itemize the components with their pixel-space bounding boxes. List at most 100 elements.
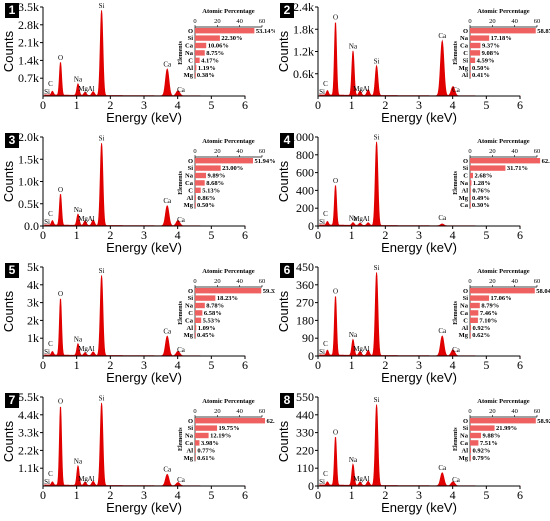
inset-category-label: Al	[462, 72, 469, 79]
x-tick-label: 0	[315, 228, 321, 242]
peak-label: Mg	[353, 215, 363, 223]
inset-category-label: Si	[463, 165, 469, 172]
peak-label: Na	[74, 335, 83, 343]
peak-label: Ca	[438, 214, 447, 222]
x-tick-label: 4	[450, 488, 456, 502]
inset-x-tick-label: 40	[236, 18, 243, 25]
inset-value-label: 0.30%	[472, 202, 490, 209]
inset-value-label: 7.51%	[480, 440, 498, 447]
inset-bar	[470, 332, 471, 338]
inset-bar	[195, 447, 196, 453]
inset-x-tick-label: 20	[214, 18, 221, 25]
inset-value-label: 8.78%	[206, 303, 224, 310]
inset-x-tick-label: 40	[511, 148, 518, 155]
inset-y-axis-label: Elements	[178, 170, 184, 194]
eds-panel-8: 8 0 1 2 3 4 5 6 0 110 220 330 440 550 Energy (keV) Coun…	[275, 390, 550, 520]
inset-value-label: 9.08%	[482, 50, 500, 57]
inset-value-label: 0.92%	[473, 447, 491, 454]
inset-value-label: 7.46%	[480, 310, 498, 317]
inset-x-tick-label: 0	[193, 148, 196, 155]
x-tick-label: 0	[40, 358, 46, 372]
x-tick-label: 5	[483, 488, 489, 502]
peak-label: Mg	[78, 215, 88, 223]
inset-bar	[195, 425, 218, 431]
inset-bar	[470, 295, 490, 301]
inset-category-label: Si	[188, 425, 194, 432]
y-tick-label: 550	[296, 390, 314, 404]
inset-value-label: 8.79%	[481, 303, 499, 310]
peak-label: Al	[363, 345, 370, 353]
inset-bar	[470, 440, 479, 446]
peak-label: Mg	[78, 475, 88, 483]
inset-bar	[470, 65, 471, 71]
inset-bar	[470, 425, 495, 431]
peak-label: Ca	[163, 327, 172, 335]
peak-label: O	[58, 290, 63, 298]
peak-label: O	[333, 428, 338, 436]
inset-x-tick-label: 20	[214, 408, 221, 415]
inset-value-label: 5.13%	[202, 187, 220, 194]
x-axis-label: Energy (keV)	[381, 370, 457, 385]
x-tick-label: 6	[517, 358, 523, 372]
inset-bar	[470, 158, 541, 164]
inset-category-label: Mg	[184, 72, 194, 79]
y-tick-label: 1.8k	[293, 22, 314, 36]
inset-bar	[470, 28, 536, 34]
x-tick-label: 4	[175, 358, 181, 372]
inset-x-tick-label: 60	[259, 408, 266, 415]
y-tick-label: 1.2k	[293, 45, 314, 59]
inset-category-label: Si	[188, 35, 194, 42]
inset-bar	[470, 35, 490, 41]
inset-bar	[470, 317, 478, 323]
inset-value-label: 8.68%	[206, 180, 224, 187]
inset-category-label: Al	[187, 65, 194, 72]
y-tick-label: 440	[296, 408, 314, 422]
x-tick-label: 3	[416, 228, 422, 242]
inset-value-label: 1.28%	[473, 180, 491, 187]
y-tick-label: 800	[296, 148, 314, 162]
panel-number-badge: 3	[5, 133, 19, 148]
peak-label: Na	[349, 214, 358, 222]
inset-bar	[470, 57, 476, 63]
inset-bar	[470, 165, 506, 171]
peak-label: Mg	[353, 475, 363, 483]
inset-bar	[470, 187, 471, 193]
inset-bar	[195, 288, 262, 294]
y-tick-label: 1000	[290, 130, 314, 144]
inset-x-tick-label: 40	[511, 408, 518, 415]
inset-value-label: 62.71%	[267, 418, 275, 425]
eds-panel-3: 3 0 1 2 3 4 5 6 0.0 0.5k 1.0k 1.5k 2.0k Energy (keV) C…	[0, 130, 275, 260]
panel-number-badge: 4	[280, 133, 294, 148]
inset-category-label: Mg	[459, 332, 469, 339]
peak-label: Mg	[353, 85, 363, 93]
inset-title: Atomic Percentage	[477, 138, 530, 145]
x-axis-label: Energy (keV)	[381, 240, 457, 255]
peak-label: Na	[349, 456, 358, 464]
inset-category-label: Al	[187, 447, 194, 454]
inset-category-label: Mg	[184, 202, 194, 209]
eds-panel-4: 4 0 1 2 3 4 5 6 0 200 400 600 800 1000 Energy (keV) Cou…	[275, 130, 550, 260]
y-tick-label: 270	[296, 296, 314, 310]
inset-title: Atomic Percentage	[202, 138, 255, 145]
inset-bar	[470, 180, 472, 186]
inset-x-tick-label: 40	[236, 148, 243, 155]
inset-bar	[470, 325, 472, 331]
y-tick-label: 200	[296, 201, 314, 215]
x-tick-label: 0	[315, 358, 321, 372]
inset-category-label: Si	[463, 57, 469, 64]
inset-bar	[195, 42, 207, 49]
inset-bar	[195, 28, 255, 34]
inset-y-axis-label: Elements	[178, 300, 184, 324]
peak-label: Ca	[452, 86, 461, 94]
x-tick-label: 1	[74, 488, 80, 502]
inset-value-label: 19.75%	[219, 425, 240, 432]
y-tick-label: 330	[296, 426, 314, 440]
peak-label: Si	[319, 88, 325, 96]
x-tick-label: 2	[382, 228, 388, 242]
inset-value-label: 18.23%	[217, 295, 238, 302]
peak-label: Al	[363, 215, 370, 223]
inset-category-label: Ca	[460, 202, 469, 209]
x-tick-label: 2	[107, 228, 113, 242]
peak-label: Na	[349, 331, 358, 339]
